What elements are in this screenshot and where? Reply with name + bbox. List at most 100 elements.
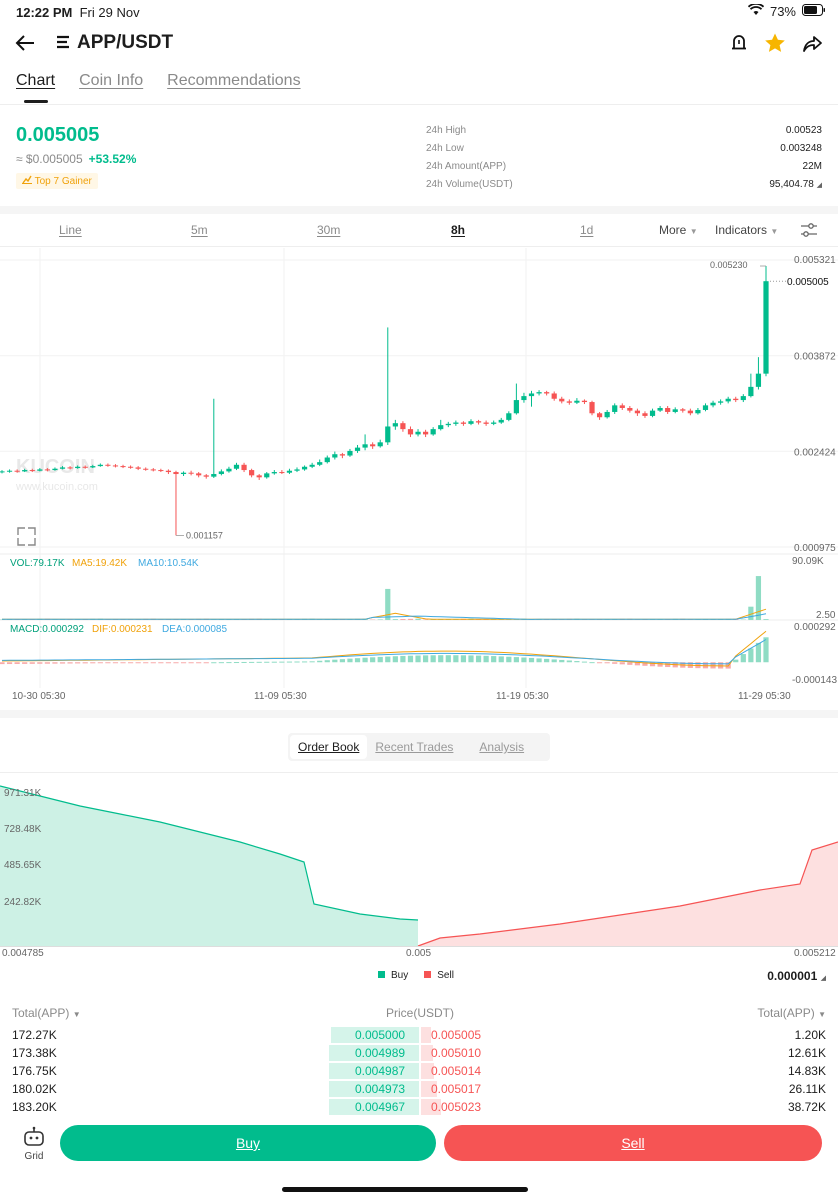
tab-coin-info[interactable]: Coin Info <box>79 72 144 89</box>
ask-total: 26.11K <box>788 1082 826 1096</box>
macd-bar <box>354 658 361 663</box>
price-alert-icon[interactable] <box>727 32 751 56</box>
tab-chart[interactable]: Chart <box>16 72 56 89</box>
interval-30m[interactable]: 30m <box>317 223 341 237</box>
ask-price[interactable]: 0.005023 <box>431 1100 482 1114</box>
main-tabs: Chart Coin Info Recommendations <box>16 72 301 90</box>
tick-size-select[interactable]: 0.000001 ◢ <box>767 969 826 983</box>
candle-body <box>241 464 247 471</box>
candle-body <box>135 467 141 469</box>
section-gap <box>0 206 838 214</box>
volume-bar <box>400 618 406 620</box>
bid-price[interactable]: 0.005000 <box>355 1028 406 1042</box>
candle-body <box>120 466 126 468</box>
tab-analysis[interactable]: Analysis <box>479 740 525 754</box>
time-x-tick: 11-09 05:30 <box>254 691 307 702</box>
macd-bar <box>755 642 762 663</box>
bid-total-header[interactable]: Total(APP) ▼ <box>12 1006 81 1020</box>
stat-label: 24h Low <box>426 143 464 154</box>
bid-total: 180.02K <box>12 1082 57 1096</box>
candle-body <box>559 398 565 402</box>
stat-value: 22M <box>802 161 822 172</box>
macd-bar <box>158 662 164 664</box>
candle-body <box>627 407 633 411</box>
bid-price[interactable]: 0.004973 <box>355 1082 406 1096</box>
candle-body <box>438 425 444 430</box>
macd-bar <box>649 662 656 667</box>
macd-bar <box>59 662 66 664</box>
candle-body <box>22 470 28 472</box>
candle-body <box>483 422 489 424</box>
depth-chart[interactable]: 971.31K 728.48K 485.65K 242.82K 0.004785… <box>0 774 838 964</box>
macd-bar <box>521 657 527 663</box>
macd-bar <box>324 660 330 663</box>
orderbook-row[interactable]: 180.02K 0.004973 0.005017 26.11K <box>0 1080 838 1098</box>
indicators-dropdown[interactable]: Indicators ▼ <box>715 223 779 237</box>
orderbook-row[interactable]: 183.20K 0.004967 0.005023 38.72K <box>0 1098 838 1116</box>
candle-body <box>354 447 361 451</box>
volume-legend-vol: VOL:79.17K <box>10 558 65 569</box>
buy-button[interactable]: Buy <box>60 1125 436 1161</box>
candle-body <box>513 400 519 414</box>
bid-depth-bar <box>329 1063 419 1079</box>
bid-price[interactable]: 0.004989 <box>355 1046 406 1060</box>
fullscreen-icon[interactable] <box>17 527 36 546</box>
tab-recommendations[interactable]: Recommendations <box>167 72 301 89</box>
candle-body <box>400 423 406 430</box>
ask-price[interactable]: 0.005010 <box>431 1046 482 1060</box>
orderbook-row[interactable]: 172.27K 0.005000 0.005005 1.20K <box>0 1026 838 1044</box>
candle-body <box>249 470 255 476</box>
macd-bar <box>581 661 588 663</box>
fiat-price-row: ≈ $0.005005 +53.52% <box>16 152 136 166</box>
gainer-badge[interactable]: Top 7 Gainer <box>16 173 98 189</box>
candle-body <box>763 281 769 374</box>
macd-bar <box>612 662 618 664</box>
menu-lines-icon[interactable] <box>56 34 72 55</box>
interval-8h[interactable]: 8h <box>451 223 466 237</box>
candle-body <box>566 401 572 403</box>
macd-bar <box>748 648 754 663</box>
interval-1d[interactable]: 1d <box>580 223 594 237</box>
macd-y-tick: 0.000292 <box>794 622 836 633</box>
pair-title[interactable]: APP/USDT <box>77 32 174 53</box>
favorite-star-icon[interactable] <box>763 32 787 56</box>
stat-value: 0.003248 <box>780 143 822 154</box>
price-y-tick: 0.003872 <box>794 352 836 363</box>
macd-bar <box>627 662 633 665</box>
share-icon[interactable] <box>800 32 824 56</box>
interval-line[interactable]: Line <box>59 223 82 237</box>
stat-label: 24h Amount(APP) <box>426 161 507 172</box>
orderbook-row[interactable]: 173.38K 0.004989 0.005010 12.61K <box>0 1044 838 1062</box>
back-arrow-icon[interactable] <box>14 32 38 56</box>
orderbook-row[interactable]: 176.75K 0.004987 0.005014 14.83K <box>0 1062 838 1080</box>
macd-bar <box>506 656 512 663</box>
bid-price[interactable]: 0.004987 <box>355 1064 406 1078</box>
tab-recent-trades[interactable]: Recent Trades <box>375 740 454 754</box>
candle-body <box>392 423 398 427</box>
macd-bar <box>513 657 519 663</box>
chart-settings-icon[interactable] <box>800 222 818 241</box>
bid-price[interactable]: 0.004967 <box>355 1100 406 1114</box>
candle-body <box>105 464 111 466</box>
status-bar: 12:22 PM Fri 29 Nov 73% <box>0 0 838 24</box>
grid-button[interactable]: Grid <box>14 1126 54 1162</box>
interval-5m[interactable]: 5m <box>191 223 208 237</box>
candlestick-chart[interactable]: KUCOIN www.kucoin.com 0.005321 0.003872 0.… <box>0 248 838 708</box>
macd-bar <box>528 657 535 663</box>
ask-price[interactable]: 0.005017 <box>431 1082 482 1096</box>
stat-24h-low: 24h Low 0.003248 <box>426 142 822 160</box>
bid-total: 172.27K <box>12 1028 57 1042</box>
tab-order-book[interactable]: Order Book <box>290 735 368 759</box>
macd-legend-dea: DEA:0.000085 <box>162 624 227 635</box>
more-dropdown[interactable]: More ▼ <box>659 223 698 237</box>
ma10-line <box>2 613 767 620</box>
battery-icon <box>802 4 826 19</box>
stat-24h-volume[interactable]: 24h Volume(USDT) 95,404.78 ◢ <box>426 178 822 196</box>
last-price-label: 0.005005 <box>787 277 829 288</box>
ask-total-header[interactable]: Total(APP) ▼ <box>757 1006 826 1020</box>
macd-bar <box>301 661 308 663</box>
sell-button[interactable]: Sell <box>444 1125 822 1161</box>
ask-price[interactable]: 0.005005 <box>431 1028 482 1042</box>
ask-price[interactable]: 0.005014 <box>431 1064 482 1078</box>
macd-bar <box>566 660 572 663</box>
